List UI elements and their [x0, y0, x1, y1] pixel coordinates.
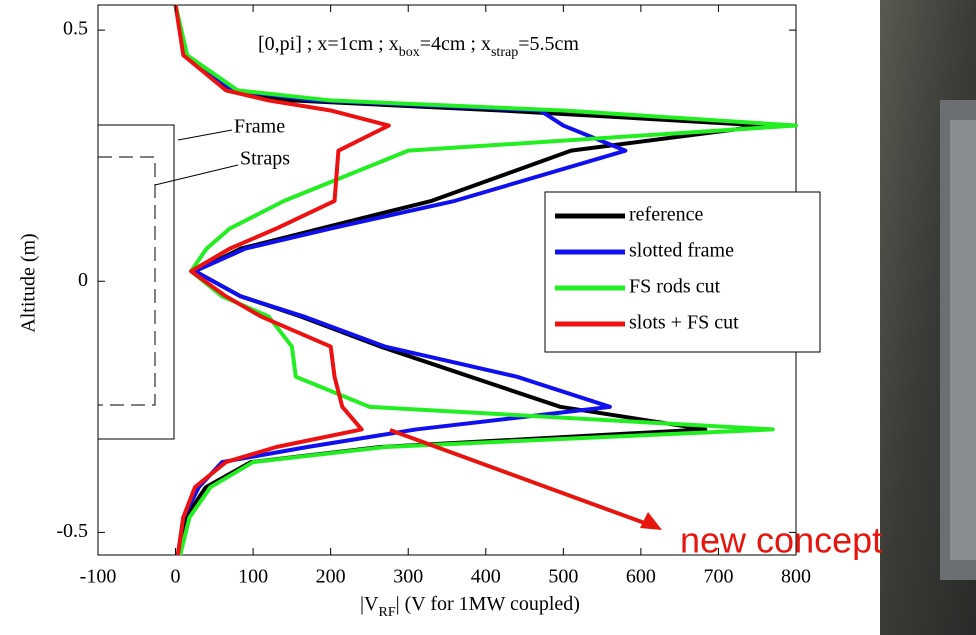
x-tick-label: 0 [171, 566, 181, 588]
x-tick-label: 700 [703, 566, 733, 588]
legend-label: reference [629, 204, 703, 226]
annotation-sub: box [399, 45, 420, 60]
x-tick-label: 400 [471, 566, 501, 588]
x-tick-label: 200 [316, 566, 346, 588]
y-tick-label: -0.5 [56, 520, 88, 542]
x-tick-label: 800 [781, 566, 811, 588]
annotation-part: =5.5cm [518, 33, 579, 55]
annotation-part: [0,pi] ; x=1cm ; x [258, 33, 399, 55]
y-axis-label: Altitude (m) [18, 233, 40, 332]
y-tick-label: 0.5 [63, 18, 88, 40]
y-tick-label: 0 [78, 269, 88, 291]
callout: new concept [680, 520, 882, 561]
legend-label: slots + FS cut [629, 312, 739, 334]
photo-antenna-frame [950, 120, 976, 560]
legend-label: FS rods cut [629, 276, 721, 298]
x-label-part: |V [360, 593, 379, 615]
legend-label: slotted frame [629, 240, 734, 262]
x-axis-label: |VRF| (V for 1MW coupled) [360, 593, 580, 621]
x-tick-label: 100 [238, 566, 268, 588]
x-tick-label: 600 [626, 566, 656, 588]
x-tick-label: -100 [80, 566, 117, 588]
chart: Frame Straps [0,pi] ; x=1cm ; xbox=4cm ;… [0, 0, 976, 635]
straps-label: Straps [240, 148, 290, 170]
annotation-sub: strap [491, 45, 518, 60]
frame-label: Frame [234, 116, 285, 138]
x-label-part: | (V for 1MW coupled) [396, 593, 580, 615]
x-label-sub: RF [378, 605, 395, 620]
annotation-part: =4cm ; x [420, 33, 491, 55]
x-tick-label: 300 [393, 566, 423, 588]
x-tick-label: 500 [548, 566, 578, 588]
